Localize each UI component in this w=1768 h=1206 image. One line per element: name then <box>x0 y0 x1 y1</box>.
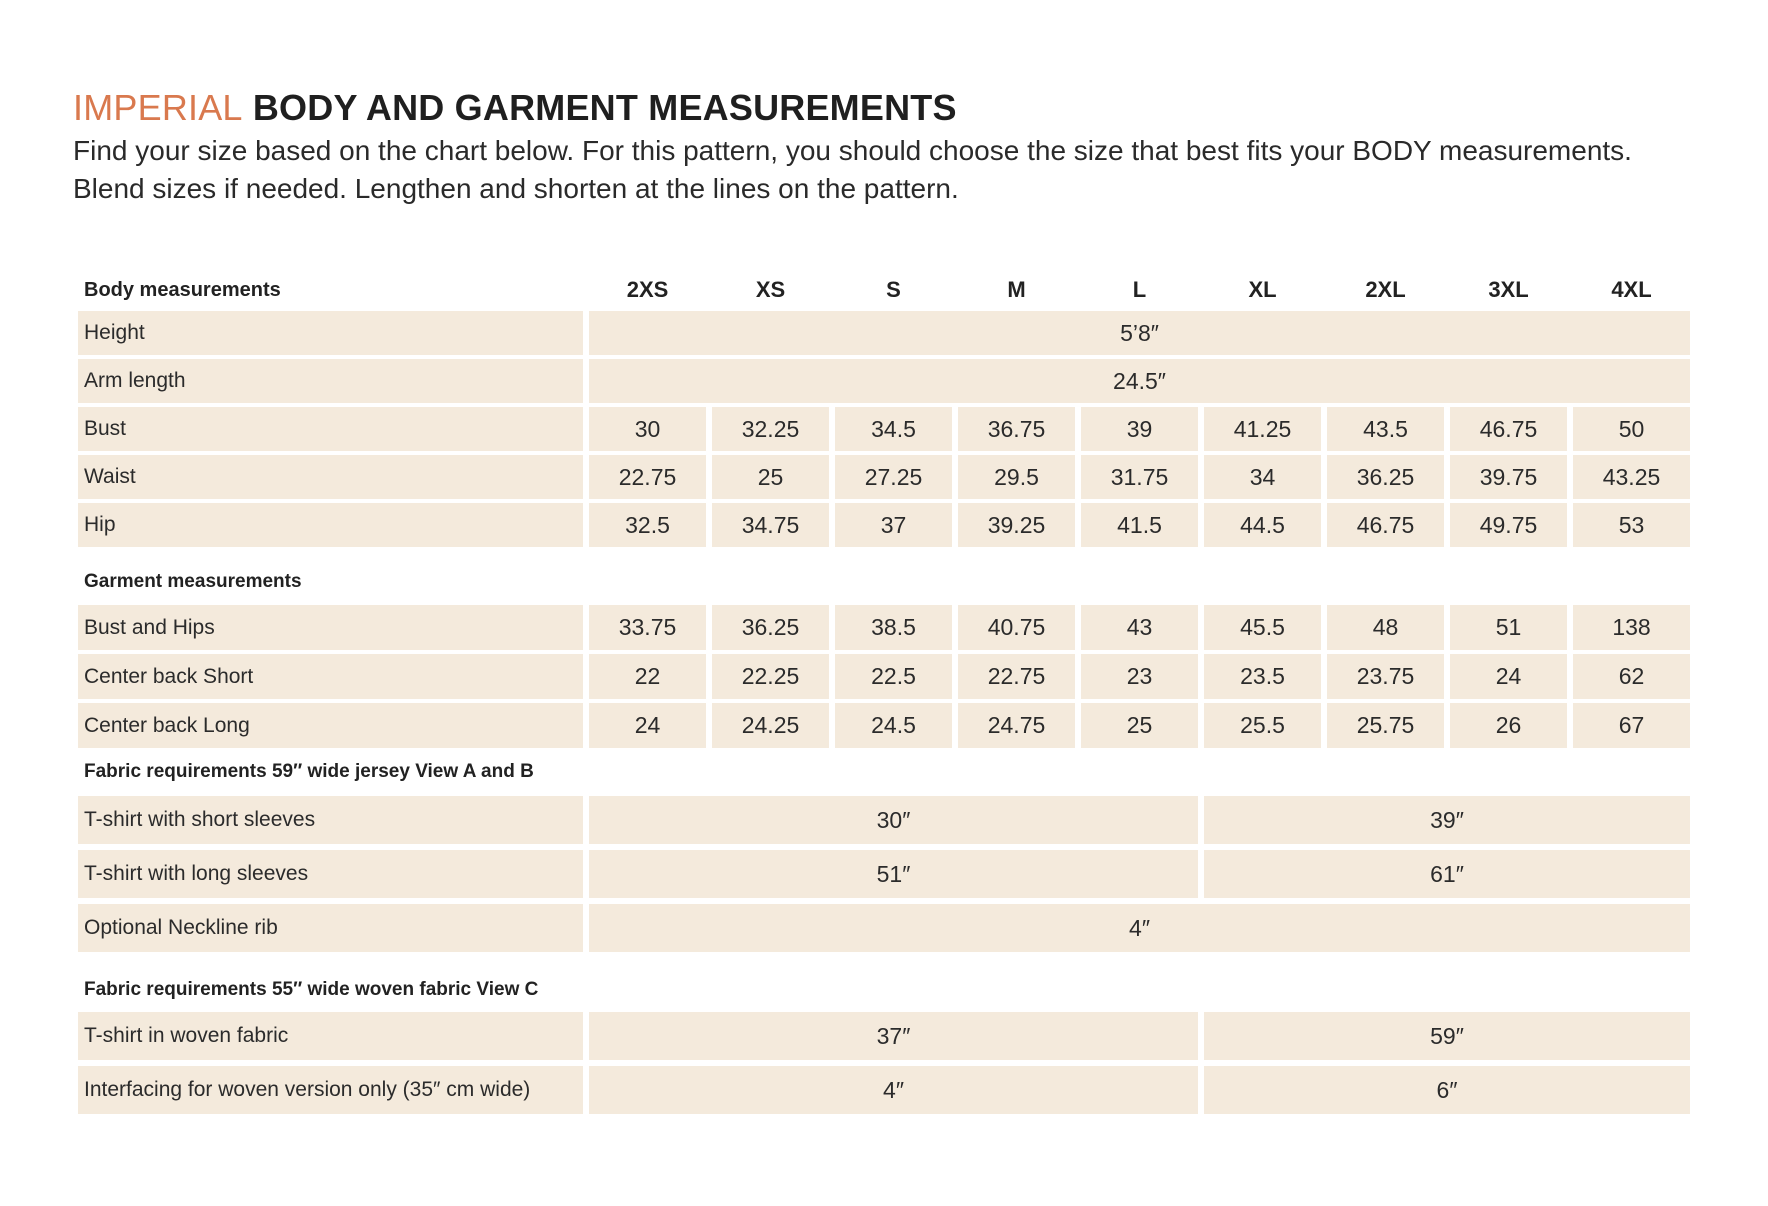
section-heading: Garment measurements <box>84 571 302 592</box>
value-cell: 36.25 <box>1327 455 1444 499</box>
span-value-right: 59″ <box>1204 1012 1690 1060</box>
value-cell: 40.75 <box>958 605 1075 650</box>
value-cell: 23.5 <box>1204 654 1321 699</box>
span-value: 4″ <box>589 904 1690 952</box>
size-header: 2XS <box>626 277 669 302</box>
value-cell: 22.75 <box>589 455 706 499</box>
size-header: XS <box>755 277 786 302</box>
value-cell: 44.5 <box>1204 503 1321 547</box>
value-cell: 34 <box>1204 455 1321 499</box>
value-cell: 24 <box>589 703 706 748</box>
value-cell: 22 <box>589 654 706 699</box>
value-cell: 37 <box>835 503 952 547</box>
value-cell: 23.75 <box>1327 654 1444 699</box>
value-cell: 46.75 <box>1450 407 1567 451</box>
value-cell: 24.75 <box>958 703 1075 748</box>
value-cell: 38.5 <box>835 605 952 650</box>
span-value: 24.5″ <box>589 359 1690 403</box>
header-label: Body measurements <box>84 278 281 301</box>
value-cell: 24 <box>1450 654 1567 699</box>
value-cell: 25 <box>1081 703 1198 748</box>
intro-text: Find your size based on the chart below.… <box>73 135 1632 204</box>
value-cell: 30 <box>589 407 706 451</box>
row-label: Arm length <box>78 359 583 403</box>
value-cell: 62 <box>1573 654 1690 699</box>
row-label: T-shirt with long sleeves <box>78 850 583 898</box>
row-label: Waist <box>78 455 583 499</box>
size-header: 4XL <box>1611 277 1652 302</box>
value-cell: 43.5 <box>1327 407 1444 451</box>
value-cell: 24.25 <box>712 703 829 748</box>
value-cell: 31.75 <box>1081 455 1198 499</box>
value-cell: 67 <box>1573 703 1690 748</box>
span-value-left: 30″ <box>589 796 1198 844</box>
row-label: Center back Long <box>78 703 583 748</box>
section-heading: Fabric requirements 59″ wide jersey View… <box>84 761 534 782</box>
value-cell: 49.75 <box>1450 503 1567 547</box>
section-heading: Fabric requirements 55″ wide woven fabri… <box>84 979 539 1000</box>
row-label: T-shirt with short sleeves <box>78 796 583 844</box>
row-label: T-shirt in woven fabric <box>78 1012 583 1060</box>
row-label: Bust <box>78 407 583 451</box>
value-cell: 50 <box>1573 407 1690 451</box>
value-cell: 36.75 <box>958 407 1075 451</box>
value-cell: 33.75 <box>589 605 706 650</box>
span-value-right: 61″ <box>1204 850 1690 898</box>
value-cell: 51 <box>1450 605 1567 650</box>
value-cell: 39.25 <box>958 503 1075 547</box>
value-cell: 32.25 <box>712 407 829 451</box>
size-header: XL <box>1248 277 1277 302</box>
value-cell: 45.5 <box>1204 605 1321 650</box>
row-label: Height <box>78 311 583 355</box>
row-label: Hip <box>78 503 583 547</box>
span-value-left: 4″ <box>589 1066 1198 1114</box>
value-cell: 22.5 <box>835 654 952 699</box>
value-cell: 22.75 <box>958 654 1075 699</box>
span-value-right: 39″ <box>1204 796 1690 844</box>
value-cell: 25 <box>712 455 829 499</box>
span-value-left: 51″ <box>589 850 1198 898</box>
value-cell: 34.5 <box>835 407 952 451</box>
value-cell: 36.25 <box>712 605 829 650</box>
size-header: S <box>886 277 901 302</box>
title-accent: IMPERIAL <box>73 87 243 128</box>
value-cell: 34.75 <box>712 503 829 547</box>
value-cell: 43 <box>1081 605 1198 650</box>
value-cell: 29.5 <box>958 455 1075 499</box>
value-cell: 48 <box>1327 605 1444 650</box>
span-value-right: 6″ <box>1204 1066 1690 1114</box>
page-header: IMPERIAL BODY AND GARMENT MEASUREMENTS F… <box>73 88 1693 208</box>
value-cell: 22.25 <box>712 654 829 699</box>
value-cell: 25.75 <box>1327 703 1444 748</box>
value-cell: 43.25 <box>1573 455 1690 499</box>
row-label: Interfacing for woven version only (35″ … <box>78 1066 583 1114</box>
span-value-left: 37″ <box>589 1012 1198 1060</box>
value-cell: 27.25 <box>835 455 952 499</box>
value-cell: 46.75 <box>1327 503 1444 547</box>
value-cell: 53 <box>1573 503 1690 547</box>
value-cell: 138 <box>1573 605 1690 650</box>
value-cell: 24.5 <box>835 703 952 748</box>
size-header: 2XL <box>1365 277 1406 302</box>
span-value: 5’8″ <box>589 311 1690 355</box>
value-cell: 26 <box>1450 703 1567 748</box>
value-cell: 41.5 <box>1081 503 1198 547</box>
size-header: M <box>1007 277 1026 302</box>
value-cell: 39 <box>1081 407 1198 451</box>
value-cell: 41.25 <box>1204 407 1321 451</box>
size-header: 3XL <box>1488 277 1529 302</box>
value-cell: 23 <box>1081 654 1198 699</box>
row-label: Bust and Hips <box>78 605 583 650</box>
measurements-table: Body measurements 2XS XS S M L XL 2XL 3XL 4XL Heig… <box>78 270 1697 1130</box>
page-title: IMPERIAL BODY AND GARMENT MEASUREMENTS <box>73 88 1693 128</box>
value-cell: 25.5 <box>1204 703 1321 748</box>
title-rest: BODY AND GARMENT MEASUREMENTS <box>252 87 957 128</box>
value-cell: 32.5 <box>589 503 706 547</box>
value-cell: 39.75 <box>1450 455 1567 499</box>
size-header: L <box>1132 277 1147 302</box>
row-label: Optional Neckline rib <box>78 904 583 952</box>
row-label: Center back Short <box>78 654 583 699</box>
